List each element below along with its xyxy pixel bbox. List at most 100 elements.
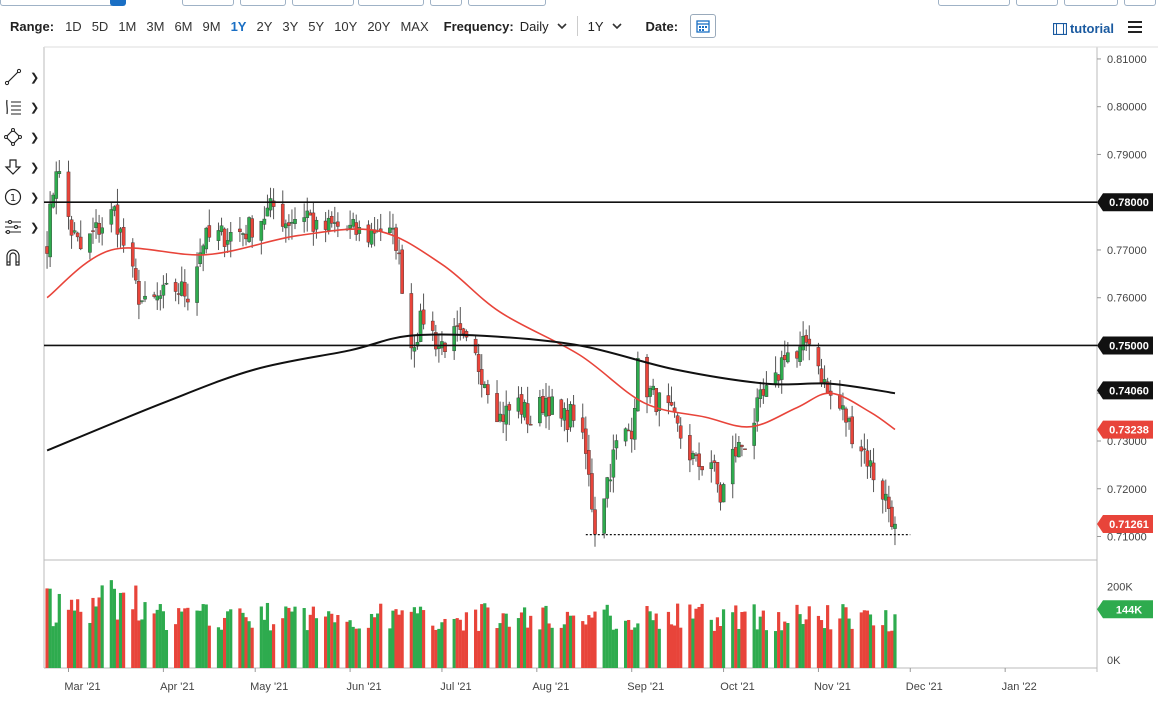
range-button-6m[interactable]: 6M <box>174 18 193 34</box>
tool-shapes[interactable]: ❯ <box>2 122 42 152</box>
range-button-2y[interactable]: 2Y <box>256 18 273 34</box>
volume-bar <box>752 604 756 668</box>
price-tick-label: 0.71000 <box>1107 532 1147 544</box>
volume-bar <box>164 630 169 668</box>
top-tab[interactable] <box>938 0 1010 6</box>
volume-bar <box>581 621 585 668</box>
candle-body <box>838 394 842 409</box>
volume-bar <box>657 628 661 668</box>
tool-fibonacci[interactable]: ❯ <box>2 92 42 122</box>
candle-body <box>501 414 505 422</box>
candle-body <box>369 229 374 245</box>
volume-bar <box>633 627 637 668</box>
candle-body <box>568 404 573 428</box>
tool-trendline[interactable]: ❯ <box>2 62 42 92</box>
volume-bar <box>324 616 328 668</box>
volume-bar <box>345 621 349 668</box>
candle-body <box>452 326 456 352</box>
range-button-5y[interactable]: 5Y <box>308 18 325 34</box>
tool-counter[interactable]: 1 ❯ <box>2 182 42 212</box>
candle-body <box>758 389 763 399</box>
top-tab[interactable] <box>468 0 546 6</box>
candle-body <box>605 477 610 499</box>
date-tick-label: Oct '21 <box>720 681 755 693</box>
expand-arrow-icon: ❯ <box>30 71 40 84</box>
volume-bar <box>48 588 52 668</box>
volume-bar <box>134 585 138 668</box>
top-tab[interactable] <box>1124 0 1156 6</box>
hamburger-menu-icon[interactable] <box>1128 18 1142 36</box>
date-tick-label: Jun '21 <box>347 681 382 693</box>
candle-body <box>57 171 62 174</box>
range-button-3m[interactable]: 3M <box>146 18 165 34</box>
volume-bar <box>333 622 337 668</box>
range-button-5d[interactable]: 5D <box>91 18 109 34</box>
candle-body <box>629 430 634 440</box>
expand-arrow-icon: ❯ <box>30 221 40 234</box>
top-tab[interactable] <box>358 0 424 6</box>
volume-bar <box>336 615 340 668</box>
badge-shape <box>1097 420 1153 439</box>
tool-arrow-marker[interactable]: ❯ <box>2 152 42 182</box>
range-button-1m[interactable]: 1M <box>118 18 137 34</box>
range-button-1y[interactable]: 1Y <box>230 18 247 34</box>
candle-body <box>100 227 104 234</box>
volume-bar <box>868 614 873 668</box>
candle-body <box>862 448 867 450</box>
volume-bar <box>731 612 735 668</box>
candle-body <box>479 369 484 385</box>
volume-bar <box>131 609 135 668</box>
volume-bar <box>45 588 49 668</box>
volume-bar <box>400 610 404 668</box>
top-tab[interactable] <box>1064 0 1118 6</box>
range-button-9m[interactable]: 9M <box>202 18 221 34</box>
range-button-max[interactable]: MAX <box>400 18 429 34</box>
volume-bar <box>409 611 413 668</box>
candle-body <box>164 282 169 285</box>
top-tab[interactable] <box>1016 0 1058 6</box>
range-button-1d[interactable]: 1D <box>65 18 82 34</box>
volume-bar <box>890 630 894 668</box>
period-dropdown[interactable]: 1Y <box>588 19 622 34</box>
top-tab[interactable] <box>240 0 286 6</box>
candle-body <box>541 396 545 414</box>
top-tab[interactable] <box>430 0 462 6</box>
candle-body <box>143 295 147 300</box>
tutorial-link[interactable]: tutorial <box>1052 21 1114 36</box>
candle-body <box>623 428 628 442</box>
volume-bar <box>474 609 478 668</box>
volume-bar <box>241 612 245 668</box>
top-tab[interactable] <box>292 0 354 6</box>
tool-channel[interactable]: ❯ <box>2 212 42 242</box>
volume-bar <box>798 614 802 668</box>
volume-bar <box>121 592 126 668</box>
volume-bar <box>94 606 98 668</box>
top-tab[interactable] <box>110 0 126 6</box>
candle-body <box>632 408 637 440</box>
chart-toolbar: Range: 1D 5D 1M 3M 6M 9M 1Y 2Y 3Y 5Y 10Y 20Y MAX Fre… <box>0 10 1158 42</box>
volume-bar <box>807 606 811 668</box>
candle-body <box>244 233 248 240</box>
volume-bar <box>777 612 781 668</box>
range-button-20y[interactable]: 20Y <box>367 18 391 34</box>
volume-bar <box>697 606 701 668</box>
volume-bar <box>366 627 371 668</box>
volume-bar <box>238 608 242 668</box>
candle-body <box>176 293 181 295</box>
frequency-dropdown[interactable]: Daily <box>520 19 567 34</box>
volume-bar <box>152 613 156 668</box>
tool-magnet[interactable] <box>2 242 42 272</box>
calendar-button[interactable] <box>690 14 717 38</box>
candle-body <box>290 221 294 224</box>
volume-bar <box>547 623 551 668</box>
candle-body <box>782 354 787 361</box>
volume-bar <box>761 610 765 668</box>
volume-bar <box>819 620 824 668</box>
volume-bar <box>73 610 77 668</box>
candle-body <box>890 506 894 527</box>
range-button-3y[interactable]: 3Y <box>282 18 299 34</box>
range-button-10y[interactable]: 10Y <box>334 18 358 34</box>
drawing-toolbar: ❯ ❯ ❯ ❯ 1 ❯ ❯ <box>2 62 42 272</box>
top-tab[interactable] <box>182 0 234 6</box>
